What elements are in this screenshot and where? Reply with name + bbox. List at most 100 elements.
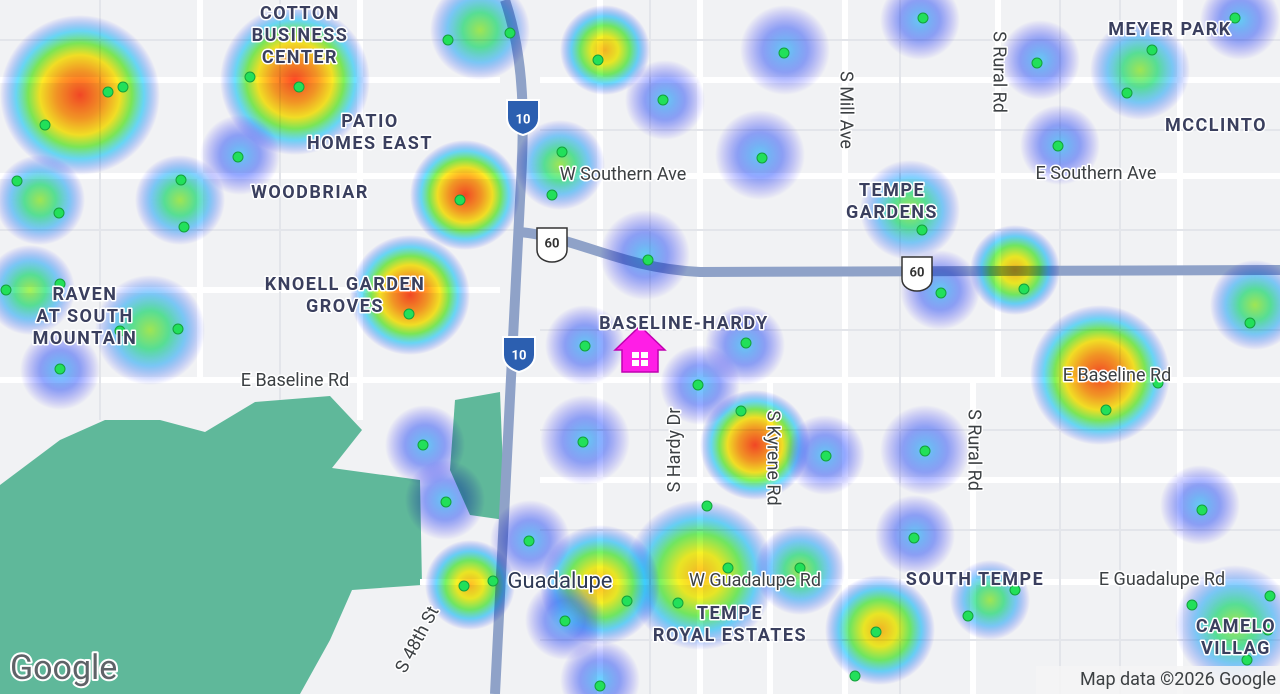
point [556, 146, 568, 158]
place-label: MOUNTAIN [33, 328, 138, 349]
point [1241, 654, 1253, 666]
place-label: AT SOUTH [36, 306, 133, 327]
road-label: S Rural Rd [988, 31, 1009, 113]
point [908, 532, 920, 544]
heat-blob [425, 540, 515, 630]
point [546, 189, 558, 201]
heat-blob [560, 5, 650, 95]
point [293, 81, 305, 93]
point [579, 340, 591, 352]
point [735, 405, 747, 417]
place-label: GROVES [306, 296, 384, 317]
point [1100, 404, 1112, 416]
place-label: HOMES EAST [307, 133, 433, 154]
heat-blob [220, 5, 370, 155]
heat-blob [1210, 260, 1280, 350]
road-label: E Baseline Rd [1063, 365, 1171, 386]
place-label: CENTER [262, 47, 338, 68]
point [794, 562, 806, 574]
home-marker [613, 324, 667, 373]
point [849, 670, 861, 682]
place-label: SOUTH TEMPE [906, 569, 1045, 590]
heat-blob [600, 210, 690, 300]
place-label: PATIO [341, 111, 399, 132]
point [1121, 87, 1133, 99]
point [417, 439, 429, 451]
heat-blob [625, 500, 775, 650]
point [102, 86, 114, 98]
point [916, 224, 928, 236]
point [1018, 283, 1030, 295]
point [692, 379, 704, 391]
place-label: MCCLINTO [1165, 115, 1267, 136]
place-label: WOODBRIAR [251, 182, 369, 203]
point [594, 680, 606, 692]
point [1146, 44, 1158, 56]
place-label: TEMPE [697, 603, 763, 624]
point [1262, 624, 1274, 636]
point [592, 54, 604, 66]
place-label: VILLAG [1201, 638, 1271, 659]
place-label: MEYER PARK [1108, 19, 1231, 40]
point [1229, 12, 1241, 24]
place-label: KNOELL GARDEN [265, 274, 426, 295]
road-label: E Guadalupe Rd [1099, 569, 1225, 590]
point [487, 575, 499, 587]
point [740, 337, 752, 349]
place-label: COTTON [260, 3, 340, 24]
point [440, 496, 452, 508]
point [442, 34, 454, 46]
point [559, 615, 571, 627]
point [642, 254, 654, 266]
heat-blob [880, 0, 960, 60]
point [178, 221, 190, 233]
heat-blob [860, 160, 960, 260]
point [114, 325, 126, 337]
heat-blob [1200, 0, 1280, 60]
place-label: TEMPE [859, 180, 925, 201]
place-label: RAVEN [52, 284, 117, 305]
road-label: S Rural Rd [963, 409, 984, 491]
heat-blob [135, 155, 225, 245]
road-label: S Kyrene Rd [762, 410, 783, 505]
point [1244, 317, 1256, 329]
point [232, 151, 244, 163]
road-label: W Guadalupe Rd [689, 570, 821, 591]
point [1009, 584, 1021, 596]
town-label: Guadalupe [508, 569, 613, 594]
point [403, 308, 415, 320]
point [756, 152, 768, 164]
point [11, 175, 23, 187]
point [577, 436, 589, 448]
shield-label: 10 [512, 348, 527, 363]
point [458, 580, 470, 592]
heat-blob [0, 15, 160, 175]
point [53, 207, 65, 219]
point [54, 278, 66, 290]
point [657, 94, 669, 106]
point [504, 27, 516, 39]
road-label: E Southern Ave [1036, 163, 1157, 184]
point [672, 597, 684, 609]
point [454, 194, 466, 206]
place-label: ROYAL ESTATES [653, 625, 807, 646]
place-label: GARDENS [846, 202, 938, 223]
point [919, 445, 931, 457]
point [1052, 140, 1064, 152]
heat-blob [95, 275, 205, 385]
shield-label: 10 [516, 112, 531, 127]
heat-blob [1090, 20, 1190, 120]
point [1264, 590, 1276, 602]
heat-blob [515, 120, 605, 210]
point [621, 595, 633, 607]
point [701, 500, 713, 512]
point [175, 174, 187, 186]
heat-blob [350, 235, 470, 355]
heat-blob [1030, 305, 1170, 445]
point [870, 626, 882, 638]
heat-blob [410, 140, 520, 250]
attribution: Map data ©2026 Google [1080, 669, 1276, 690]
road-label: E Baseline Rd [241, 370, 349, 391]
points [0, 12, 1276, 692]
